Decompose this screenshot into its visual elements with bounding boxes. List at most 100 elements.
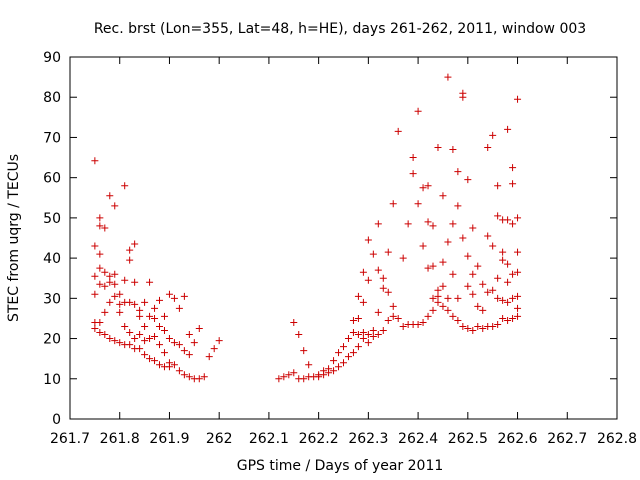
y-tick-label: 70 [43,130,61,146]
data-point [300,375,308,383]
data-point [180,347,188,355]
data-point [394,127,402,135]
data-point [91,325,99,332]
data-point [374,220,382,228]
data-point [449,220,457,228]
data-point [330,367,338,375]
data-point [151,304,159,312]
data-point [489,242,497,250]
data-point [364,236,372,244]
data-point [469,290,477,298]
data-point [215,337,223,345]
data-point [349,316,357,324]
data-point [469,224,477,232]
data-point [454,168,462,176]
data-point [340,359,347,367]
data-point [454,202,462,210]
data-point [111,270,119,278]
data-point [379,327,387,335]
data-point [419,242,427,250]
y-tick-label: 20 [43,332,61,348]
data-point [354,292,362,300]
data-point [434,144,442,151]
data-point [494,212,502,220]
data-point [509,314,517,322]
data-point [340,343,347,351]
x-tick-label: 261.9 [149,431,189,447]
data-point [509,180,517,188]
data-point [359,329,367,337]
data-point [369,250,377,258]
data-point [509,270,517,278]
data-point [364,276,372,284]
data-point [444,238,452,246]
data-point [91,272,99,280]
data-point [354,314,362,322]
data-point [141,298,149,306]
data-point [131,300,139,308]
data-point [474,302,482,310]
x-axis-title: GPS time / Days of year 2011 [237,458,444,474]
data-point [444,294,452,302]
data-point [146,335,154,343]
data-point [101,282,109,290]
data-point [449,312,457,320]
data-point [474,262,482,270]
data-point [434,286,442,294]
data-point [504,316,512,324]
data-point [175,367,183,375]
data-point [210,345,218,353]
data-point [295,331,303,339]
data-point [111,292,119,300]
data-point [429,306,437,314]
data-point [449,270,457,278]
data-point [354,331,362,339]
data-point [320,371,328,379]
data-point [399,254,407,262]
data-point [464,176,472,184]
data-point [151,333,159,341]
data-point [160,349,168,357]
x-tick-label: 262.3 [348,431,388,447]
y-tick-label: 50 [43,211,61,227]
data-point [349,329,357,337]
data-point [91,290,99,298]
data-point [384,288,392,296]
data-point [121,322,129,330]
y-tick-label: 0 [52,412,61,428]
data-point [160,312,168,320]
data-point [116,290,124,298]
data-point [364,339,372,347]
data-point [449,146,457,154]
data-point [424,264,432,272]
plot-frame [69,56,618,420]
data-point [409,154,417,162]
x-tick-label: 262.7 [547,431,587,447]
data-point [504,260,512,268]
data-point [175,304,183,312]
chart-title: Rec. brst (Lon=355, Lat=48, h=HE), days … [94,21,586,37]
data-point [459,322,467,330]
data-point [504,278,512,286]
data-point [195,325,203,332]
data-point [474,322,482,330]
data-point [290,369,298,377]
x-tick-label: 262.6 [497,431,537,447]
data-point [389,312,397,320]
y-tick-label: 60 [43,171,61,187]
data-point [499,314,507,322]
x-tick-label: 262.4 [398,431,438,447]
data-point [499,256,507,264]
y-tick-label: 40 [43,251,61,267]
data-point [185,373,193,381]
data-point [116,300,124,308]
data-point [504,216,512,224]
data-point [146,278,154,286]
y-tick-label: 10 [43,372,61,388]
data-point [389,302,397,310]
y-axis-title: STEC from uqrg / TECUs [6,154,22,322]
data-point [96,329,104,337]
data-point [384,316,392,324]
y-tick-label: 30 [43,291,61,307]
data-point [514,214,522,222]
